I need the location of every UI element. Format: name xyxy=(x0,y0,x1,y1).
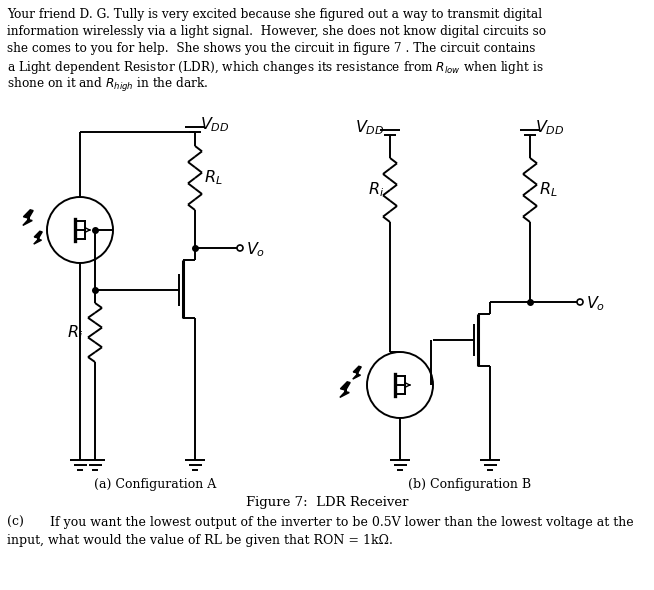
Polygon shape xyxy=(23,210,33,225)
Text: $V_{DD}$: $V_{DD}$ xyxy=(200,115,230,134)
Text: a Light dependent Resistor (LDR), which changes its resistance from $R_{low}$ wh: a Light dependent Resistor (LDR), which … xyxy=(7,59,543,76)
Text: (b) Configuration B: (b) Configuration B xyxy=(409,478,532,491)
Text: she comes to you for help.  She shows you the circuit in figure 7 . The circuit : she comes to you for help. She shows you… xyxy=(7,42,536,55)
Text: $R_L$: $R_L$ xyxy=(204,169,222,188)
Text: $R_i$: $R_i$ xyxy=(67,323,83,342)
Text: (a) Configuration A: (a) Configuration A xyxy=(94,478,216,491)
Circle shape xyxy=(577,299,583,305)
Text: $V_{DD}$: $V_{DD}$ xyxy=(535,118,564,137)
Text: $V_o$: $V_o$ xyxy=(586,294,605,313)
Text: $R_L$: $R_L$ xyxy=(539,181,558,199)
Polygon shape xyxy=(34,231,43,244)
Text: Your friend D. G. Tully is very excited because she figured out a way to transmi: Your friend D. G. Tully is very excited … xyxy=(7,8,542,21)
Text: information wirelessly via a light signal.  However, she does not know digital c: information wirelessly via a light signa… xyxy=(7,25,546,38)
Circle shape xyxy=(237,245,243,251)
Text: $R_i$: $R_i$ xyxy=(368,181,384,199)
Text: Figure 7:  LDR Receiver: Figure 7: LDR Receiver xyxy=(246,496,408,509)
Text: shone on it and $R_{high}$ in the dark.: shone on it and $R_{high}$ in the dark. xyxy=(7,76,209,94)
Text: input, what would the value of RL be given that RON = 1kΩ.: input, what would the value of RL be giv… xyxy=(7,534,393,547)
Text: $V_o$: $V_o$ xyxy=(246,241,266,260)
Text: If you want the lowest output of the inverter to be 0.5V lower than the lowest v: If you want the lowest output of the inv… xyxy=(50,516,634,529)
Text: (c): (c) xyxy=(7,516,24,529)
Text: $V_{DD}$: $V_{DD}$ xyxy=(355,118,385,137)
Polygon shape xyxy=(340,382,350,398)
Polygon shape xyxy=(353,366,361,379)
